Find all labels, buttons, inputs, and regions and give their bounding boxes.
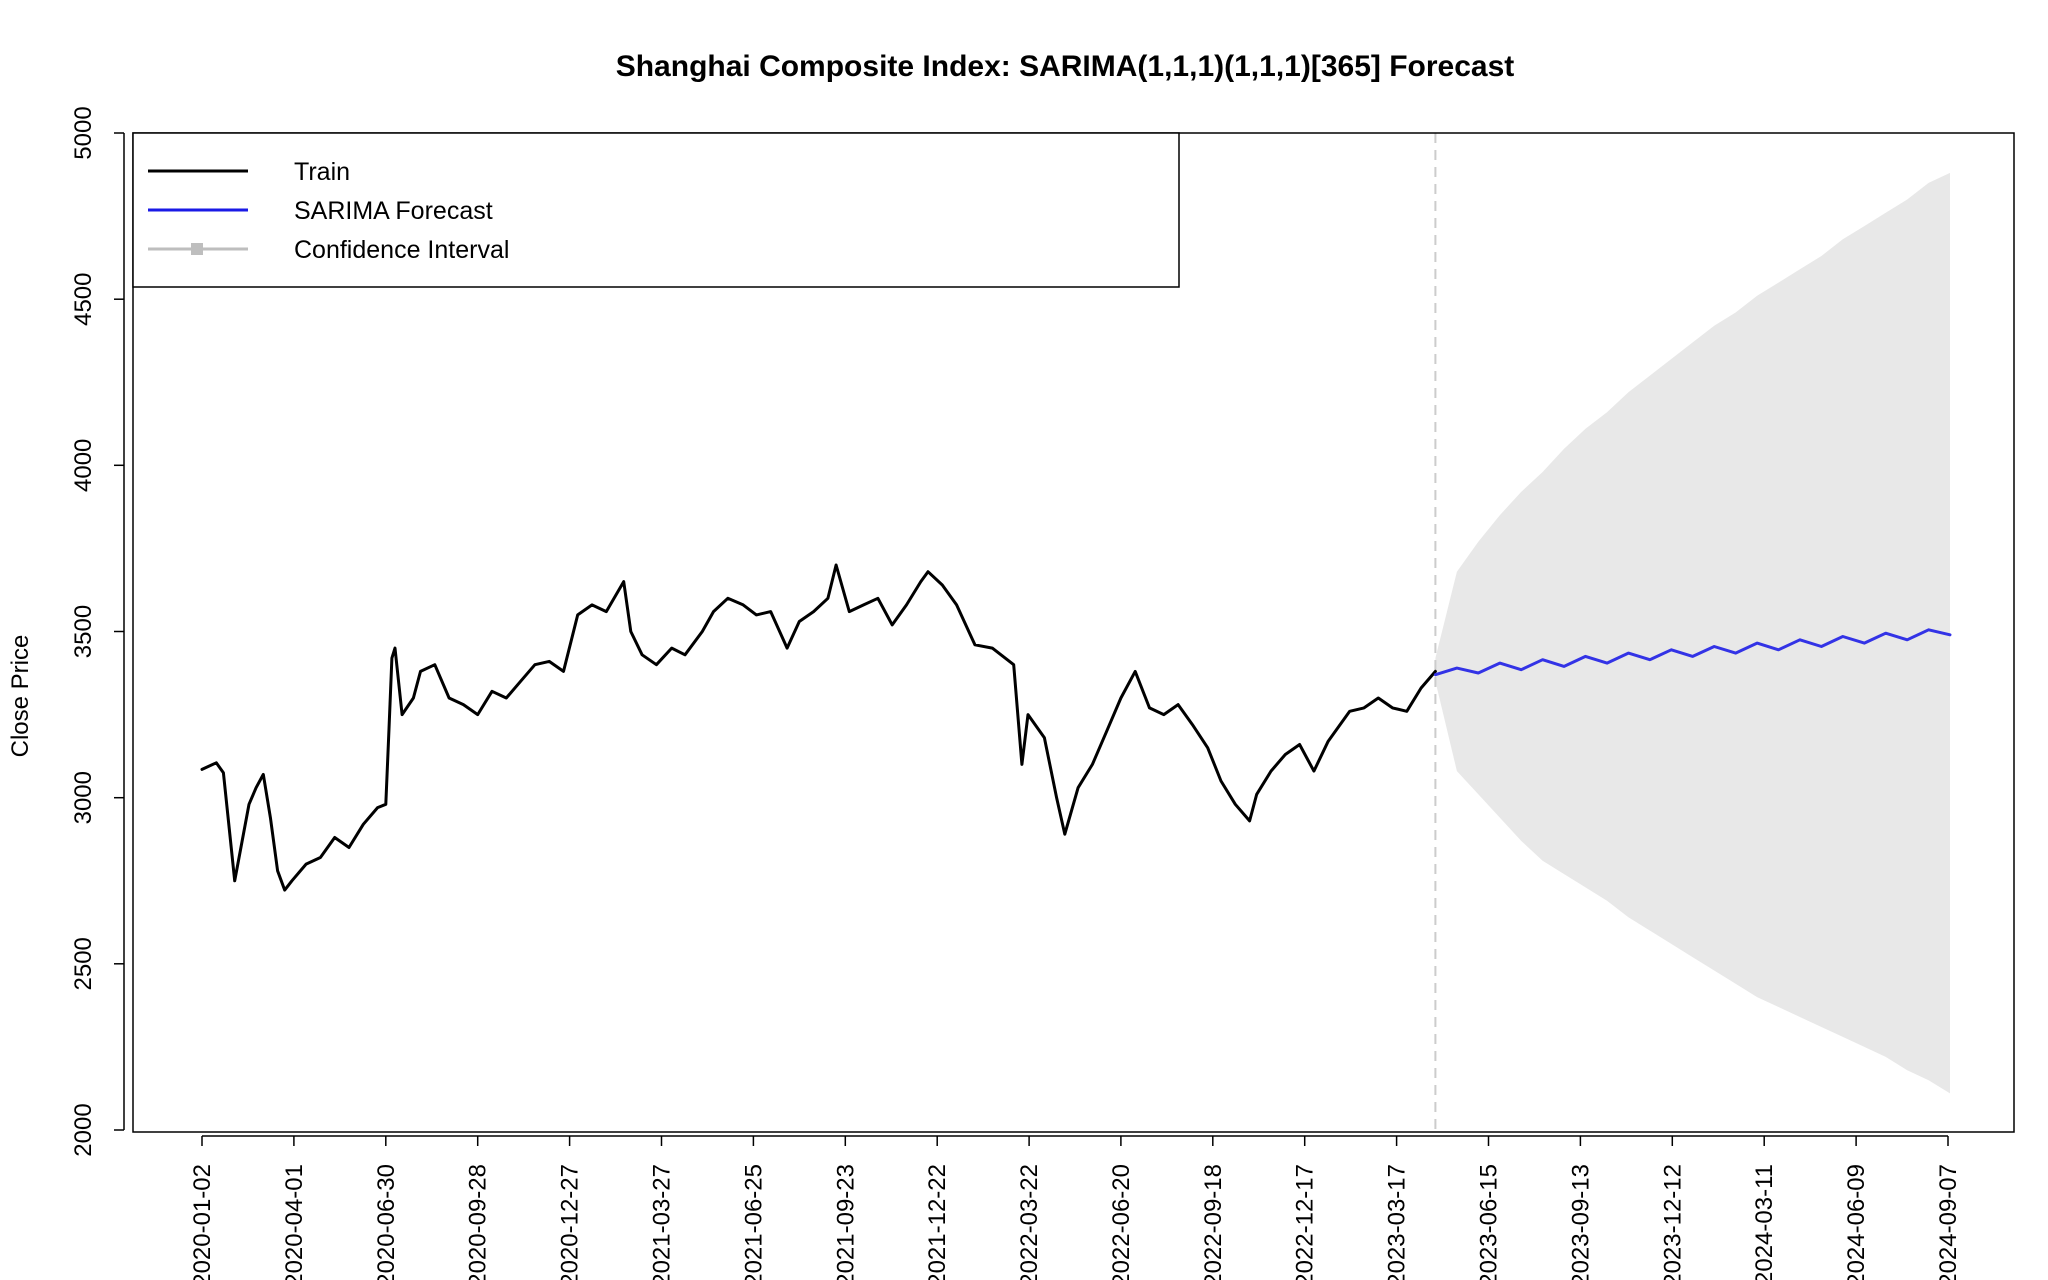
y-axis: 2000 2500 3000 3500 4000 4500 5000 [70,106,125,1157]
legend-box [132,132,1180,288]
forecast-series-line [1433,628,1952,677]
x-tick-label: 2021-06-25 [740,1164,767,1280]
legend-train-label: Train [294,158,350,186]
legend: Train SARIMA Forecast Confidence Interva… [132,132,1180,288]
x-tick-label: 2023-03-17 [1384,1164,1411,1280]
x-axis: 2020-01-02 2020-04-01 2020-06-30 2020-09-28… [189,1135,1962,1280]
x-tick-label: 2020-04-01 [281,1164,308,1280]
x-tick-label: 2024-06-09 [1843,1164,1870,1280]
legend-ci-label: Confidence Interval [294,236,509,264]
y-tick-label: 5000 [70,106,97,159]
x-tick-label: 2021-12-22 [924,1164,951,1280]
y-tick-label: 4000 [70,439,97,492]
x-tick-label: 2023-06-15 [1476,1164,1503,1280]
x-tick-label: 2022-03-22 [1016,1164,1043,1280]
y-axis-label: Close Price [7,635,34,758]
x-tick-label: 2020-06-30 [373,1164,400,1280]
y-tick-label: 3500 [70,605,97,658]
y-tick-label: 3000 [70,771,97,824]
x-tick-label: 2023-12-12 [1659,1164,1686,1280]
x-tick-label: 2023-09-13 [1567,1164,1594,1280]
legend-ci-marker [191,243,203,255]
x-tick-label: 2020-12-27 [557,1164,584,1280]
x-tick-label: 2022-12-17 [1292,1164,1319,1280]
x-tick-label: 2021-03-27 [649,1164,676,1280]
confidence-interval-band [1435,172,1950,1094]
y-tick-label: 2000 [70,1103,97,1156]
forecast-layer [200,133,1952,1132]
x-tick-label: 2020-09-28 [465,1164,492,1280]
y-tick-label: 2500 [70,937,97,990]
x-tick-label: 2022-09-18 [1200,1164,1227,1280]
x-tick-label: 2024-09-07 [1935,1164,1962,1280]
legend-forecast-label: SARIMA Forecast [294,197,493,225]
chart-title: Shanghai Composite Index: SARIMA(1,1,1)(… [616,50,1515,83]
x-tick-label: 2022-06-20 [1108,1164,1135,1280]
y-tick-label: 4500 [70,273,97,326]
x-tick-label: 2020-01-02 [189,1164,216,1280]
x-tick-label: 2021-09-23 [832,1164,859,1280]
x-tick-label: 2024-03-11 [1751,1164,1778,1280]
train-series-line [200,563,1437,892]
